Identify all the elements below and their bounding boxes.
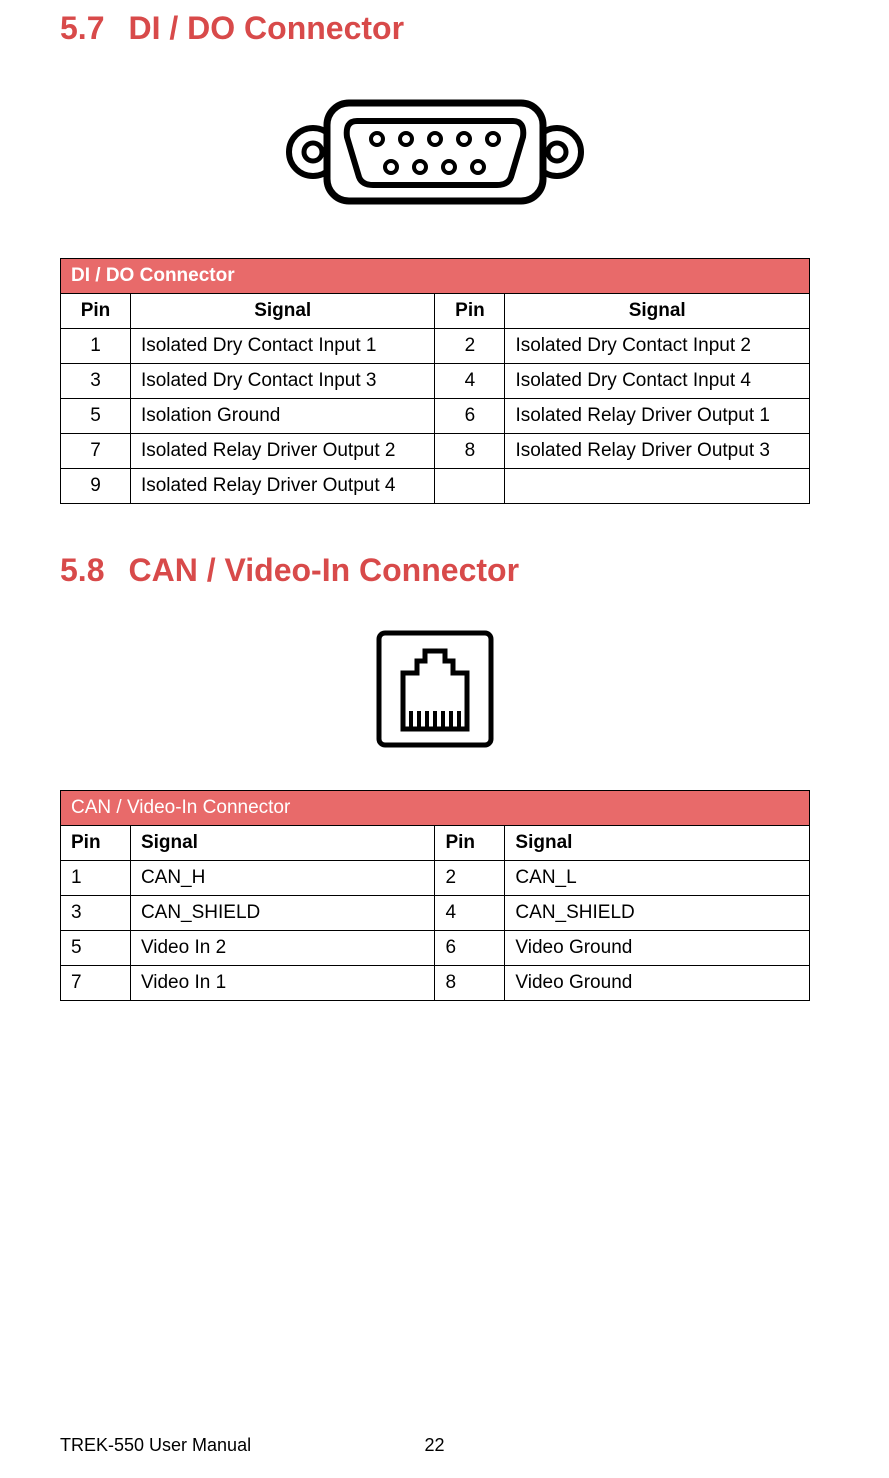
cell: Isolated Relay Driver Output 1 [505,399,810,434]
cell: Video In 2 [130,931,435,966]
table-row: 7 Video In 1 8 Video Ground [61,966,810,1001]
col-signal-a: Signal [130,294,435,329]
table-header-row: Pin Signal Pin Signal [61,826,810,861]
db9-connector-icon [285,87,585,217]
table-row: 7 Isolated Relay Driver Output 2 8 Isola… [61,434,810,469]
table-title: DI / DO Connector [61,259,810,294]
cell: CAN_SHIELD [505,896,810,931]
col-signal-a: Signal [130,826,435,861]
cell: Isolated Dry Contact Input 4 [505,364,810,399]
cell: Isolated Relay Driver Output 4 [130,469,435,504]
col-pin-a: Pin [61,294,131,329]
cell: 7 [61,966,131,1001]
cell: 3 [61,896,131,931]
cell: Isolated Relay Driver Output 2 [130,434,435,469]
col-signal-b: Signal [505,826,810,861]
cell: 5 [61,931,131,966]
section-title: DI / DO Connector [128,10,404,47]
col-signal-b: Signal [505,294,810,329]
cell: 2 [435,329,505,364]
cell: CAN_L [505,861,810,896]
cell: 5 [61,399,131,434]
cell: 7 [61,434,131,469]
col-pin-a: Pin [61,826,131,861]
cell: Isolated Dry Contact Input 2 [505,329,810,364]
cell: CAN_SHIELD [130,896,435,931]
cell: Video In 1 [130,966,435,1001]
table-row: 9 Isolated Relay Driver Output 4 [61,469,810,504]
section-5-7-heading: 5.7 DI / DO Connector [60,10,809,47]
cell: Isolated Dry Contact Input 3 [130,364,435,399]
table-row: 3 CAN_SHIELD 4 CAN_SHIELD [61,896,810,931]
table-header-row: Pin Signal Pin Signal [61,294,810,329]
di-do-table: DI / DO Connector Pin Signal Pin Signal … [60,258,810,504]
cell: 9 [61,469,131,504]
table-row: 5 Video In 2 6 Video Ground [61,931,810,966]
cell: Video Ground [505,931,810,966]
cell: Video Ground [505,966,810,1001]
cell: CAN_H [130,861,435,896]
cell: Isolated Relay Driver Output 3 [505,434,810,469]
cell: 8 [435,966,505,1001]
can-video-table: CAN / Video-In Connector Pin Signal Pin … [60,790,810,1001]
col-pin-b: Pin [435,294,505,329]
section-number: 5.8 [60,552,104,589]
table-title-row: DI / DO Connector [61,259,810,294]
section-5-8-heading: 5.8 CAN / Video-In Connector [60,552,809,589]
col-pin-b: Pin [435,826,505,861]
cell [435,469,505,504]
page-footer: TREK-550 User Manual 22 [60,1435,809,1456]
cell: 3 [61,364,131,399]
cell: 6 [435,931,505,966]
section-number: 5.7 [60,10,104,47]
table-row: 5 Isolation Ground 6 Isolated Relay Driv… [61,399,810,434]
cell: 4 [435,896,505,931]
cell: 8 [435,434,505,469]
cell: 1 [61,861,131,896]
figure-db9-connector [60,87,809,222]
table-row: 1 Isolated Dry Contact Input 1 2 Isolate… [61,329,810,364]
page: 5.7 DI / DO Connector [0,10,889,1478]
cell: 1 [61,329,131,364]
footer-page-number: 22 [60,1435,809,1456]
table-title-row: CAN / Video-In Connector [61,791,810,826]
cell: 6 [435,399,505,434]
cell [505,469,810,504]
cell: 4 [435,364,505,399]
table-row: 1 CAN_H 2 CAN_L [61,861,810,896]
table-title: CAN / Video-In Connector [61,791,810,826]
section-title: CAN / Video-In Connector [128,552,519,589]
cell: Isolation Ground [130,399,435,434]
cell: 2 [435,861,505,896]
cell: Isolated Dry Contact Input 1 [130,329,435,364]
table-row: 3 Isolated Dry Contact Input 3 4 Isolate… [61,364,810,399]
rj45-jack-icon [375,629,495,749]
figure-rj45-jack [60,629,809,754]
